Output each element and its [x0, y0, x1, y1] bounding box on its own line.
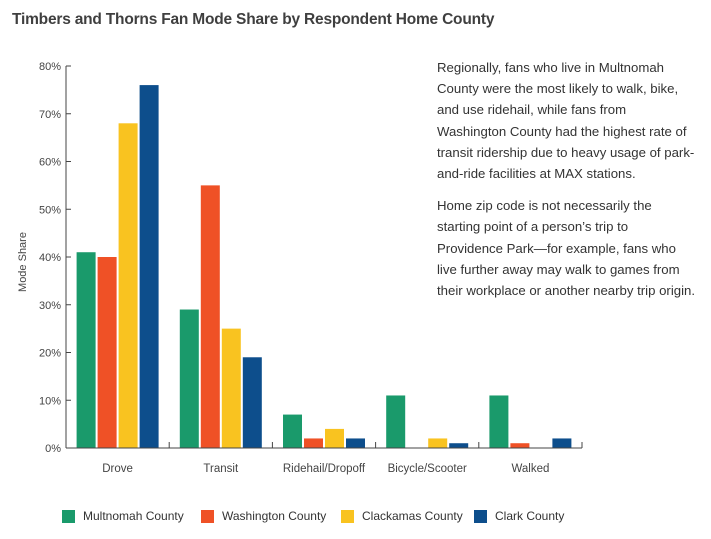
legend-label: Multnomah County — [83, 509, 184, 523]
bar — [76, 252, 96, 448]
bar — [346, 438, 365, 448]
legend-label: Clark County — [495, 509, 565, 523]
bars — [76, 85, 572, 449]
x-tick-label: Walked — [511, 463, 549, 475]
bar — [242, 357, 262, 448]
y-tick-label: 60% — [39, 157, 61, 169]
bar — [510, 443, 530, 448]
legend-label: Clackamas County — [362, 509, 463, 523]
legend-label: Washington County — [222, 509, 327, 523]
y-tick-label: 20% — [39, 348, 61, 360]
bar — [221, 328, 241, 448]
bar — [552, 438, 572, 448]
bar — [200, 185, 220, 448]
chart-title: Timbers and Thorns Fan Mode Share by Res… — [12, 11, 495, 28]
y-tick-label: 10% — [39, 395, 61, 407]
bar — [449, 443, 469, 448]
legend-swatch — [201, 510, 214, 523]
x-tick-label: Ridehail/Dropoff — [283, 463, 366, 475]
bar — [179, 309, 199, 448]
legend-swatch — [62, 510, 75, 523]
y-tick-label: 40% — [39, 252, 61, 264]
x-tick-label: Bicycle/Scooter — [388, 463, 467, 475]
bar — [428, 438, 448, 448]
y-axis: 0% 10% 20% 30% 40% 50% 60% 70% 80% Mode Share — [17, 61, 71, 455]
x-tick-label: Drove — [102, 463, 133, 475]
y-tick-label: 30% — [39, 300, 61, 312]
y-tick-label: 0% — [45, 443, 61, 455]
bar — [489, 395, 509, 448]
y-tick-label: 70% — [39, 109, 61, 121]
bar — [304, 438, 323, 448]
bar — [118, 123, 138, 449]
y-tick-label: 80% — [39, 61, 61, 73]
bar — [97, 257, 117, 448]
bar — [283, 414, 302, 448]
legend-swatch — [341, 510, 354, 523]
description: Regionally, fans who live in Multnomah C… — [437, 57, 697, 312]
x-axis: Drove Transit Ridehail/Dropoff Bicycle/Scoo… — [66, 442, 583, 475]
y-axis-label: Mode Share — [17, 232, 29, 292]
x-tick-label: Transit — [203, 463, 239, 475]
y-tick-label: 50% — [39, 204, 61, 216]
description-paragraph-2: Home zip code is not necessarily the sta… — [437, 198, 696, 299]
description-paragraph-1: Regionally, fans who live in Multnomah C… — [437, 60, 695, 182]
legend-swatch — [474, 510, 487, 523]
bar — [325, 428, 344, 448]
bar — [139, 85, 159, 448]
bar — [386, 395, 406, 448]
